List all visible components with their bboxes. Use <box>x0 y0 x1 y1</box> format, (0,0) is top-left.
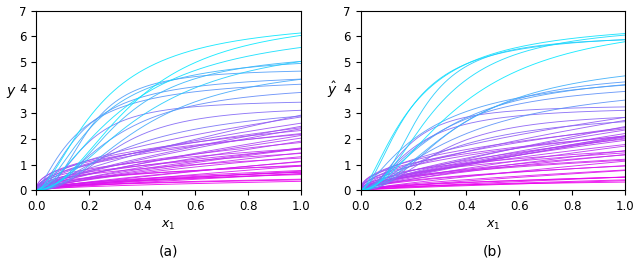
Text: (b): (b) <box>483 244 503 258</box>
X-axis label: $x_1$: $x_1$ <box>486 218 500 232</box>
X-axis label: $x_1$: $x_1$ <box>161 218 176 232</box>
Y-axis label: $\hat{y}$: $\hat{y}$ <box>327 80 338 100</box>
Text: (a): (a) <box>159 244 179 258</box>
Y-axis label: $y$: $y$ <box>6 85 16 100</box>
